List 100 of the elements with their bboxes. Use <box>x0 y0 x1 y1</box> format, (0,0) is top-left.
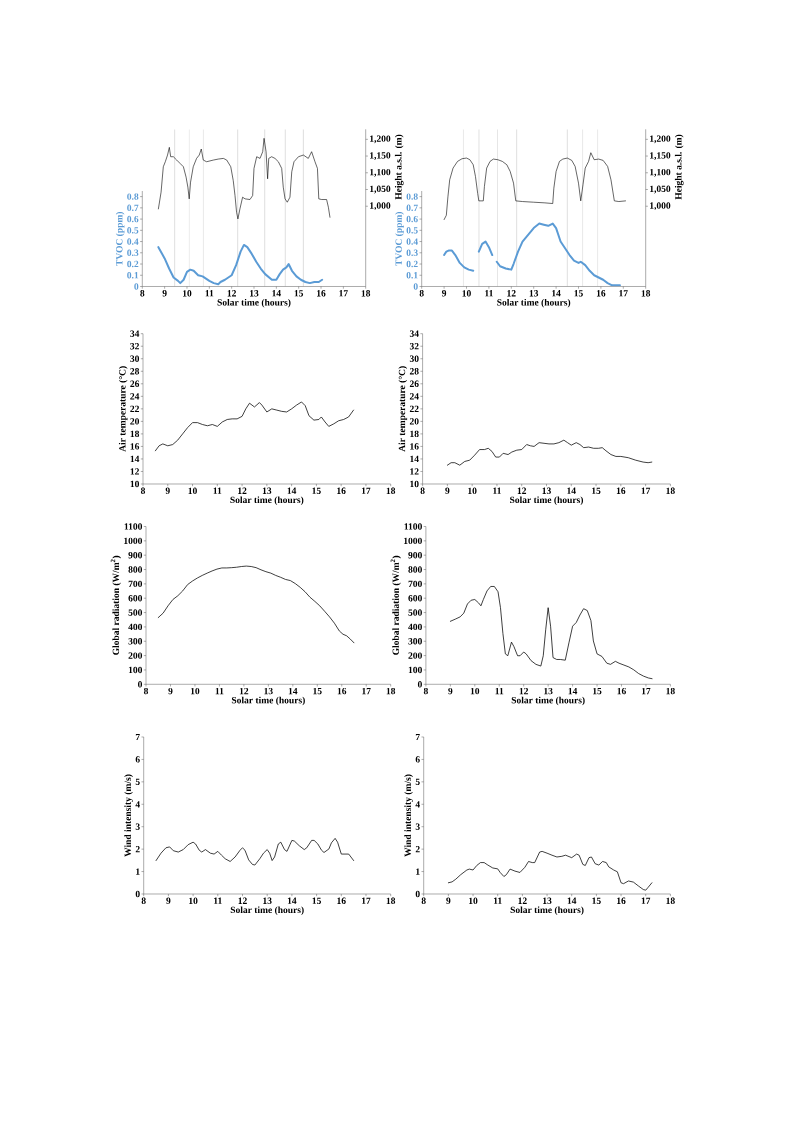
y-tick-label: 400 <box>408 623 422 631</box>
x-tick-label: 14 <box>287 897 297 904</box>
y-tick-label: 700 <box>408 580 422 588</box>
y-tick-label: 2 <box>415 845 420 853</box>
y-tick-label: 26 <box>409 380 419 387</box>
y-tick-label: 18 <box>130 430 140 438</box>
x-tick-label: 9 <box>441 290 447 297</box>
y-tick-label: 800 <box>128 566 143 573</box>
x-tick-label: 10 <box>470 687 480 695</box>
y-tick-label: 34 <box>130 330 140 337</box>
x-tick-label: 17 <box>641 487 651 494</box>
x-tick-label: 14 <box>552 290 561 297</box>
x-tick-label: 12 <box>227 290 236 297</box>
x-tick-label: 8 <box>141 897 146 904</box>
x-tick-label: 15 <box>312 897 322 904</box>
x-tick-label: 10 <box>462 290 471 297</box>
y-axis-title: Air temperature (°C) <box>118 366 128 452</box>
y-tick-label: 0.7 <box>127 204 139 212</box>
x-axis-title: Solar time (hours) <box>510 496 584 506</box>
y-tick-label: 0 <box>134 283 139 290</box>
y-tick-label: 0.4 <box>406 238 418 245</box>
y-axis-title: Air temperature (°C) <box>398 366 408 452</box>
y2-tick-label: 1,050 <box>370 185 391 194</box>
y-tick-label: 30 <box>130 355 140 362</box>
x-tick-label: 16 <box>617 897 626 904</box>
y-tick-label: 22 <box>130 405 139 412</box>
x-tick-label: 10 <box>190 687 200 695</box>
y-tick-label: 0 <box>415 890 420 898</box>
y-tick-label: 20 <box>409 418 419 425</box>
y-tick-label: 3 <box>415 823 420 830</box>
x-tick-label: 11 <box>493 487 501 494</box>
y-tick-label: 200 <box>128 652 143 659</box>
x-tick-label: 14 <box>568 687 578 695</box>
y2-tick-label: 1,050 <box>650 185 671 194</box>
y2-tick-label: 1,000 <box>650 202 671 211</box>
y-tick-label: 0.4 <box>127 238 139 245</box>
y-tick-label: 900 <box>128 551 143 559</box>
x-tick-label: 8 <box>420 487 425 494</box>
x-tick-label: 17 <box>362 897 371 904</box>
x-tick-label: 9 <box>166 897 171 904</box>
x-tick-label: 9 <box>446 897 451 904</box>
y-axis-title: TVOC (ppm) <box>115 211 125 266</box>
y-tick-label: 1 <box>136 868 140 875</box>
y-tick-label: 0 <box>413 283 418 290</box>
x-axis-title: Solar time (hours) <box>231 696 305 706</box>
y-tick-label: 28 <box>409 368 419 375</box>
y-tick-label: 30 <box>409 355 419 362</box>
y-tick-label: 0.8 <box>127 193 139 200</box>
x-tick-label: 9 <box>445 487 450 494</box>
y2-tick-label: 1,150 <box>650 152 671 160</box>
y-tick-label: 28 <box>130 368 140 375</box>
y-tick-label: 0 <box>417 681 422 688</box>
y2-tick-label: 1,100 <box>370 168 391 177</box>
y-tick-label: 16 <box>130 443 140 450</box>
x-tick-label: 12 <box>238 897 247 904</box>
x-tick-label: 16 <box>337 487 346 494</box>
x-tick-label: 11 <box>485 290 493 297</box>
x-axis-title: Solar time (hours) <box>230 496 304 506</box>
x-tick-label: 8 <box>419 290 424 297</box>
y-tick-label: 24 <box>130 393 140 400</box>
x-tick-label: 16 <box>616 487 626 494</box>
x-tick-label: 17 <box>339 290 348 297</box>
y-tick-label: 6 <box>135 756 140 763</box>
y-tick-label: 14 <box>130 455 140 463</box>
x-tick-label: 14 <box>272 290 281 297</box>
x-tick-label: 14 <box>288 687 298 695</box>
y-tick-label: 0 <box>138 681 143 688</box>
y-tick-label: 10 <box>130 480 140 488</box>
x-axis-title: Solar time (hours) <box>510 906 584 916</box>
x-tick-label: 13 <box>264 687 273 695</box>
x-tick-label: 16 <box>596 290 606 297</box>
x-tick-label: 11 <box>493 897 502 904</box>
y-tick-label: 26 <box>130 380 140 387</box>
x-tick-label: 13 <box>542 487 551 494</box>
y-tick-label: 300 <box>408 638 422 645</box>
y-tick-label: 100 <box>408 666 422 674</box>
y-tick-label: 0.3 <box>406 249 418 257</box>
y-tick-label: 0.6 <box>406 215 418 223</box>
x-tick-label: 18 <box>666 487 675 494</box>
y-tick-label: 0.5 <box>406 227 418 234</box>
x-tick-label: 17 <box>362 687 371 695</box>
y-tick-label: 500 <box>128 609 143 616</box>
y-tick-label: 5 <box>415 778 420 786</box>
x-tick-label: 8 <box>423 687 428 695</box>
x-tick-label: 13 <box>262 487 272 494</box>
x-tick-label: 10 <box>189 897 198 904</box>
x-tick-label: 11 <box>495 687 504 695</box>
x-tick-label: 12 <box>518 897 527 904</box>
y-axis-title: Global radiation (W/m$^{2}$) <box>110 555 121 655</box>
y-tick-label: 1100 <box>124 523 143 530</box>
x-tick-label: 9 <box>165 487 170 494</box>
x-tick-label: 18 <box>386 897 396 904</box>
y-tick-label: 12 <box>410 468 419 475</box>
y-tick-label: 10 <box>410 480 419 488</box>
x-tick-label: 16 <box>337 897 346 904</box>
x-tick-label: 16 <box>317 290 326 297</box>
y-tick-label: 2 <box>135 845 140 853</box>
y-tick-label: 100 <box>128 666 143 674</box>
x-tick-label: 15 <box>574 290 583 297</box>
y-tick-label: 20 <box>130 418 140 425</box>
